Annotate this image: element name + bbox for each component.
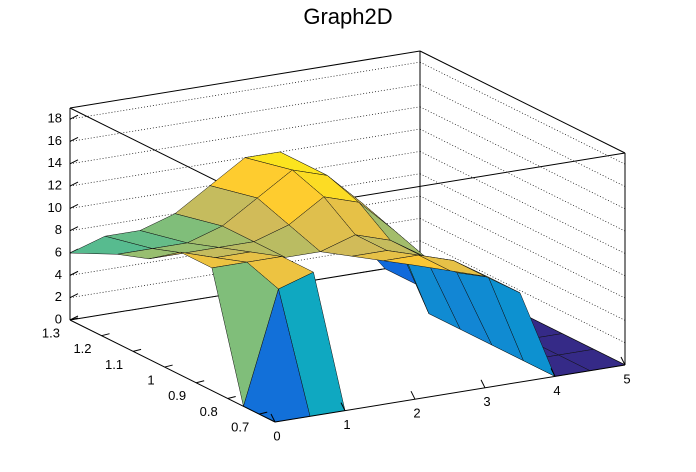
- grid-line: [69, 84, 421, 142]
- grid-line: [419, 128, 626, 232]
- z-tick: [69, 203, 79, 209]
- grid-line: [419, 151, 626, 254]
- z-tick: [69, 270, 79, 276]
- grid-line: [419, 195, 626, 299]
- y-tick-label: 1: [147, 373, 154, 388]
- x-tick-label: 0: [273, 428, 280, 443]
- y-tick: [69, 317, 79, 321]
- grid-line: [69, 106, 421, 165]
- y-tick: [227, 395, 236, 399]
- z-tick-label: 2: [55, 289, 62, 304]
- z-tick-label: 12: [48, 178, 62, 193]
- grid-line: [419, 240, 626, 343]
- y-axis: [69, 319, 276, 423]
- z-tick-label: 8: [55, 222, 62, 237]
- z-tick: [69, 226, 79, 232]
- y-tick-label: 0.7: [231, 420, 249, 435]
- y-tick: [164, 364, 173, 368]
- x-tick-label: 5: [623, 371, 630, 386]
- z-tick-label: 0: [55, 311, 62, 326]
- surface-cell: [383, 254, 451, 272]
- z-tick-label: 4: [55, 267, 62, 282]
- chart-title: Graph2D: [303, 4, 392, 29]
- z-tick-label: 18: [48, 111, 62, 126]
- grid-line: [419, 218, 626, 321]
- x-tick-label: 2: [413, 406, 420, 421]
- z-tick: [69, 181, 79, 187]
- x-tick-label: 3: [483, 394, 490, 409]
- x-tick: [550, 368, 556, 377]
- grid-line: [419, 84, 626, 187]
- z-tick: [69, 159, 79, 165]
- box-edge: [419, 50, 626, 154]
- y-tick-label: 1.2: [73, 341, 91, 356]
- y-tick: [259, 411, 268, 415]
- y-tick: [101, 333, 110, 337]
- y-tick: [132, 348, 142, 352]
- y-tick-label: 0.8: [200, 404, 218, 419]
- y-tick: [196, 380, 205, 384]
- x-axis: [274, 364, 626, 423]
- z-tick-label: 14: [48, 155, 62, 170]
- x-tick: [270, 413, 276, 423]
- x-tick: [480, 379, 486, 389]
- x-tick: [620, 356, 626, 366]
- z-tick-label: 16: [48, 133, 62, 148]
- y-tick-label: 1.1: [105, 357, 123, 372]
- z-tick: [69, 293, 79, 299]
- x-tick: [340, 402, 346, 411]
- y-tick-label: 0.9: [168, 388, 186, 403]
- z-tick: [69, 137, 79, 142]
- x-tick-label: 1: [343, 417, 350, 432]
- z-tick: [69, 114, 79, 120]
- grid-line: [69, 61, 421, 120]
- grid-line: [419, 173, 626, 277]
- y-tick-label: 1.3: [42, 325, 60, 340]
- x-tick-label: 4: [553, 383, 560, 398]
- x-tick: [410, 390, 416, 400]
- grid-line: [419, 61, 626, 165]
- z-tick-label: 6: [55, 244, 62, 259]
- grid-line: [419, 106, 626, 210]
- z-tick-label: 10: [48, 200, 62, 215]
- box-edge: [69, 50, 421, 109]
